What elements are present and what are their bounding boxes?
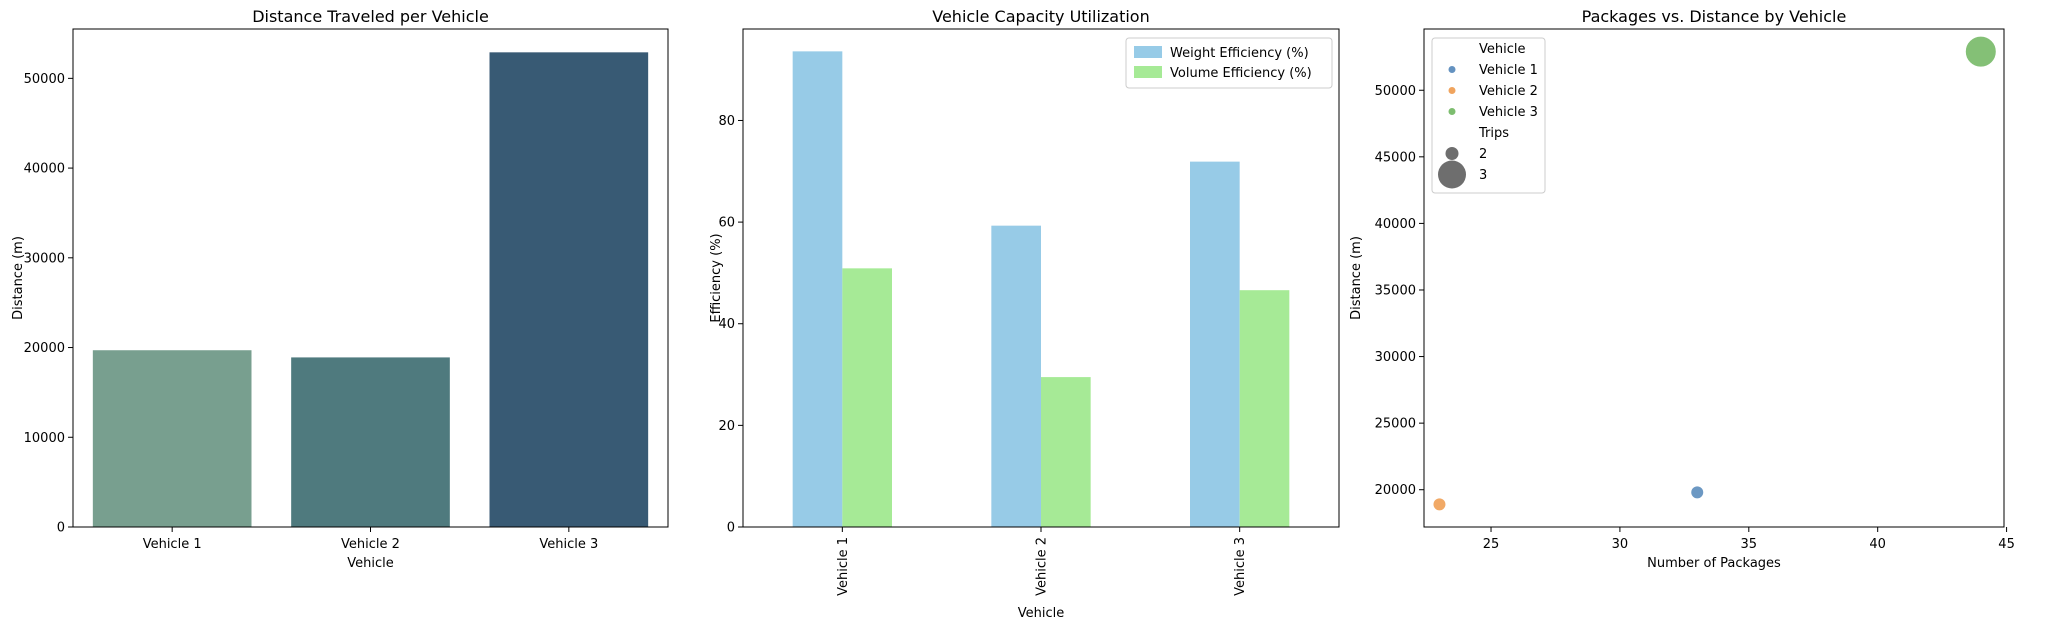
x-tick-label: 25 [1483,537,1500,552]
bar-weight-vehicle-3 [1190,161,1240,527]
x-tick-label: Vehicle 3 [1233,537,1248,596]
x-tick-label: Vehicle 1 [836,537,851,596]
x-tick-label: 40 [1869,537,1886,552]
point-vehicle-2 [1432,497,1447,512]
legend-box [1431,37,1546,194]
legend-swatch [1134,46,1162,58]
y-tick-label: 0 [727,521,735,536]
legend-label: 2 [1479,147,1487,162]
y-tick-label: 0 [57,521,65,536]
y-tick-label: 25000 [1375,417,1416,432]
legend-title: Vehicle [1479,42,1526,57]
x-tick-label: Vehicle 1 [143,537,202,552]
legend-marker [1448,87,1456,94]
bar-weight-vehicle-2 [991,225,1041,527]
bar-volume-vehicle-3 [1239,290,1290,527]
bar-vehicle-2 [291,357,450,527]
legend-marker [1448,66,1456,73]
legend-label: Volume Efficiency (%) [1170,66,1312,81]
y-tick-label: 20000 [1375,483,1416,498]
y-tick-label: 30000 [24,251,65,266]
axes-frame [72,28,669,528]
x-tick-label: Vehicle 2 [341,537,400,552]
legend-label: Weight Efficiency (%) [1170,46,1309,61]
x-axis-label: Vehicle [347,556,394,571]
legend-size-marker [1445,147,1459,160]
legend-label: Vehicle 1 [1479,63,1538,78]
bar-weight-vehicle-1 [792,51,843,527]
bar-volume-vehicle-2 [1041,377,1091,527]
legend-label: Vehicle 2 [1479,84,1538,99]
y-tick-label: 20000 [24,341,65,356]
chart-capacity-utilization: Vehicle Capacity Utilization Vehicle Eff… [709,7,1340,621]
x-tick-label: 30 [1612,537,1629,552]
chart-title: Distance Traveled per Vehicle [252,7,489,26]
y-tick-label: 20 [718,419,735,434]
y-axis-label: Distance (m) [11,236,26,320]
y-tick-label: 45000 [1375,150,1416,165]
x-tick-label: 45 [1998,537,2015,552]
point-vehicle-3 [1964,35,1997,68]
chart-distance-per-vehicle: Distance Traveled per Vehicle Vehicle Di… [11,7,669,571]
x-axis-label: Vehicle [1018,606,1065,621]
axes-frame [1423,28,2005,528]
y-tick-label: 50000 [1375,84,1416,99]
chart-title: Vehicle Capacity Utilization [932,7,1149,26]
chart-title: Packages vs. Distance by Vehicle [1582,7,1847,26]
y-tick-label: 30000 [1375,350,1416,365]
bar-vehicle-3 [489,52,649,527]
x-tick-label: Vehicle 3 [539,537,598,552]
legend: Vehicle Vehicle 1 Vehicle 2 Vehicle 3 Trips 2… [1431,37,1546,194]
y-tick-label: 10000 [24,431,65,446]
legend-label: Vehicle 3 [1479,105,1538,120]
legend-swatch [1134,66,1162,78]
y-tick-label: 80 [718,114,735,129]
legend-size-marker [1438,160,1466,189]
y-tick-label: 40000 [24,162,65,177]
x-axis-label: Number of Packages [1647,556,1781,571]
bar-vehicle-1 [92,350,252,527]
legend-box [1125,37,1333,89]
y-tick-label: 40 [718,317,735,332]
y-axis-label: Efficiency (%) [709,233,724,322]
y-tick-label: 35000 [1375,283,1416,298]
y-tick-label: 50000 [24,72,65,87]
plot-area: 0 10000 20000 30000 40000 50000 Vehicle 1 Vehic… [24,52,649,552]
y-tick-label: 60 [718,216,735,231]
legend-label: 3 [1479,168,1487,183]
x-tick-label: Vehicle 2 [1035,537,1050,596]
bar-volume-vehicle-1 [842,268,892,527]
axes-frame [742,28,1340,528]
y-axis-label: Distance (m) [1349,236,1364,320]
legend-title: Trips [1478,126,1509,141]
chart-packages-vs-distance: Packages vs. Distance by Vehicle Number … [1349,7,2015,571]
y-tick-label: 40000 [1375,217,1416,232]
plot-area: 0 20 40 60 80 Vehicle 1 Vehicle 2 Vehicle 3 [718,51,1290,596]
point-vehicle-1 [1690,485,1705,500]
legend: Weight Efficiency (%) Volume Efficiency (… [1125,37,1333,89]
x-tick-label: 35 [1741,537,1758,552]
legend-marker [1448,108,1456,115]
plot-area: 20000 25000 30000 35000 40000 45000 50000 25 30 3… [1375,35,2015,552]
